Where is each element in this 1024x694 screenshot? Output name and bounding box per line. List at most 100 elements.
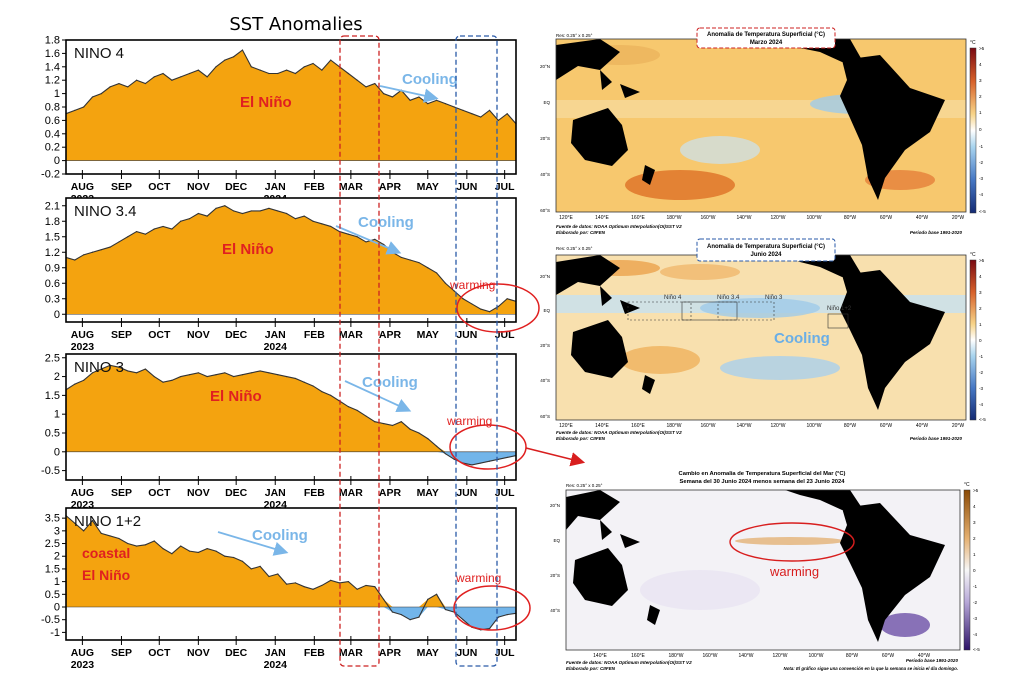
data-point (118, 82, 120, 85)
data-point (135, 79, 138, 81)
data-point (330, 59, 332, 61)
data-point (471, 113, 473, 115)
anomaly-line (65, 515, 517, 631)
data-point (365, 415, 367, 417)
data-point (100, 249, 102, 251)
data-point (391, 424, 394, 427)
data-point (241, 374, 244, 376)
colorbar-tick: -4 (979, 192, 984, 197)
y-tick-label: 2 (54, 371, 60, 383)
data-point (233, 56, 235, 58)
x-tick-label: FEB (304, 647, 325, 659)
data-point (409, 259, 411, 261)
colorbar-tick: -1 (973, 584, 978, 589)
x-tick-label: AUG (71, 487, 94, 499)
map-march-period: Periodo base 1991-2020 (910, 230, 963, 235)
y-tick-label: 0.4 (45, 128, 60, 140)
data-point (241, 560, 244, 562)
data-point (109, 246, 111, 248)
chart-panel: -1-0.500.511.522.533.5 AUG SEP OCT NOV DEC JAN… (41, 507, 531, 671)
data-point (118, 366, 120, 368)
x-tick-label: DEC (225, 329, 248, 341)
x-tick-label: JUL (495, 487, 515, 499)
warming-ellipse (456, 283, 540, 333)
x-tick-label: AUG (71, 181, 94, 193)
annotation-label: warming (455, 571, 501, 585)
data-point (91, 372, 94, 374)
data-point (294, 377, 297, 380)
data-point (153, 228, 155, 230)
data-point (144, 233, 147, 235)
lat-label: 20°N (550, 503, 560, 508)
data-point (197, 212, 199, 215)
data-point (171, 553, 173, 555)
data-point (285, 375, 288, 378)
data-point (91, 520, 94, 522)
y-tick-label: -0.2 (41, 169, 60, 181)
lon-label: 160°E (631, 653, 645, 659)
lon-label: 80°W (844, 423, 857, 429)
data-point (312, 220, 314, 222)
data-point (188, 72, 191, 75)
colorbar-unit: °C (964, 482, 970, 488)
data-point (118, 241, 120, 243)
data-point (391, 251, 394, 253)
colorbar-tick: 3 (973, 520, 976, 525)
data-point (400, 421, 402, 423)
data-point (294, 582, 297, 584)
colorbar (963, 489, 971, 651)
data-point (233, 375, 235, 378)
data-point (127, 542, 129, 545)
data-point (391, 611, 394, 613)
data-point (374, 586, 376, 588)
data-point (233, 556, 235, 559)
data-point (100, 532, 102, 534)
link-arrow (525, 447, 586, 467)
data-point (480, 462, 482, 464)
map-june-period: Periodo base 1991-2020 (910, 436, 963, 441)
data-point (171, 379, 173, 381)
data-point (109, 86, 111, 88)
x-tick-label: DEC (225, 487, 248, 499)
y-tick-label: 1 (54, 409, 60, 421)
annotation-label: Cooling (402, 71, 458, 88)
data-point (294, 218, 297, 220)
data-point (497, 305, 499, 308)
colorbar-tick: -2 (979, 370, 984, 375)
data-point (277, 72, 279, 75)
lon-label: 180°W (666, 215, 681, 221)
x-year-label: 2024 (264, 341, 288, 353)
data-point (206, 548, 208, 550)
y-tick-label: 0 (54, 446, 60, 458)
data-point (506, 456, 508, 459)
data-point (356, 588, 358, 590)
anomaly-line (65, 49, 517, 125)
lon-label: 60°W (882, 653, 895, 659)
x-tick-label: JUL (495, 181, 515, 193)
data-point (497, 458, 499, 460)
lon-label: 40°W (918, 653, 931, 659)
anomaly-area-positive (66, 515, 516, 607)
map-change-title: Cambio en Anomalia de Temperatura Superf… (679, 471, 846, 477)
data-point (74, 259, 76, 261)
data-point (188, 374, 191, 376)
map-change-author: Elaborado por: CIIFEN (566, 666, 616, 671)
map-june-source: Fuente de datos: NOAA Optimum Interpolat… (556, 430, 682, 435)
data-point (100, 93, 102, 95)
australia-land (571, 108, 628, 166)
plot-frame (65, 353, 517, 481)
colorbar (969, 47, 977, 214)
colorbar-tick: 0 (979, 338, 982, 343)
data-point (241, 49, 244, 51)
data-point (321, 223, 323, 225)
y-tick-label: 1.5 (45, 390, 60, 402)
data-point (391, 96, 394, 98)
map-june-res: Res: 0.25° x 0.25° (556, 246, 593, 251)
chart-panel: -0.5 0 0.5 1 1.5 2 2.5 AUG SEP OCT NOV DEC JAN FEB MAR… (41, 352, 527, 511)
data-point (435, 445, 438, 447)
x-tick-label: DEC (225, 181, 248, 193)
colorbar (969, 259, 977, 421)
colorbar-tick: -2 (973, 600, 978, 605)
